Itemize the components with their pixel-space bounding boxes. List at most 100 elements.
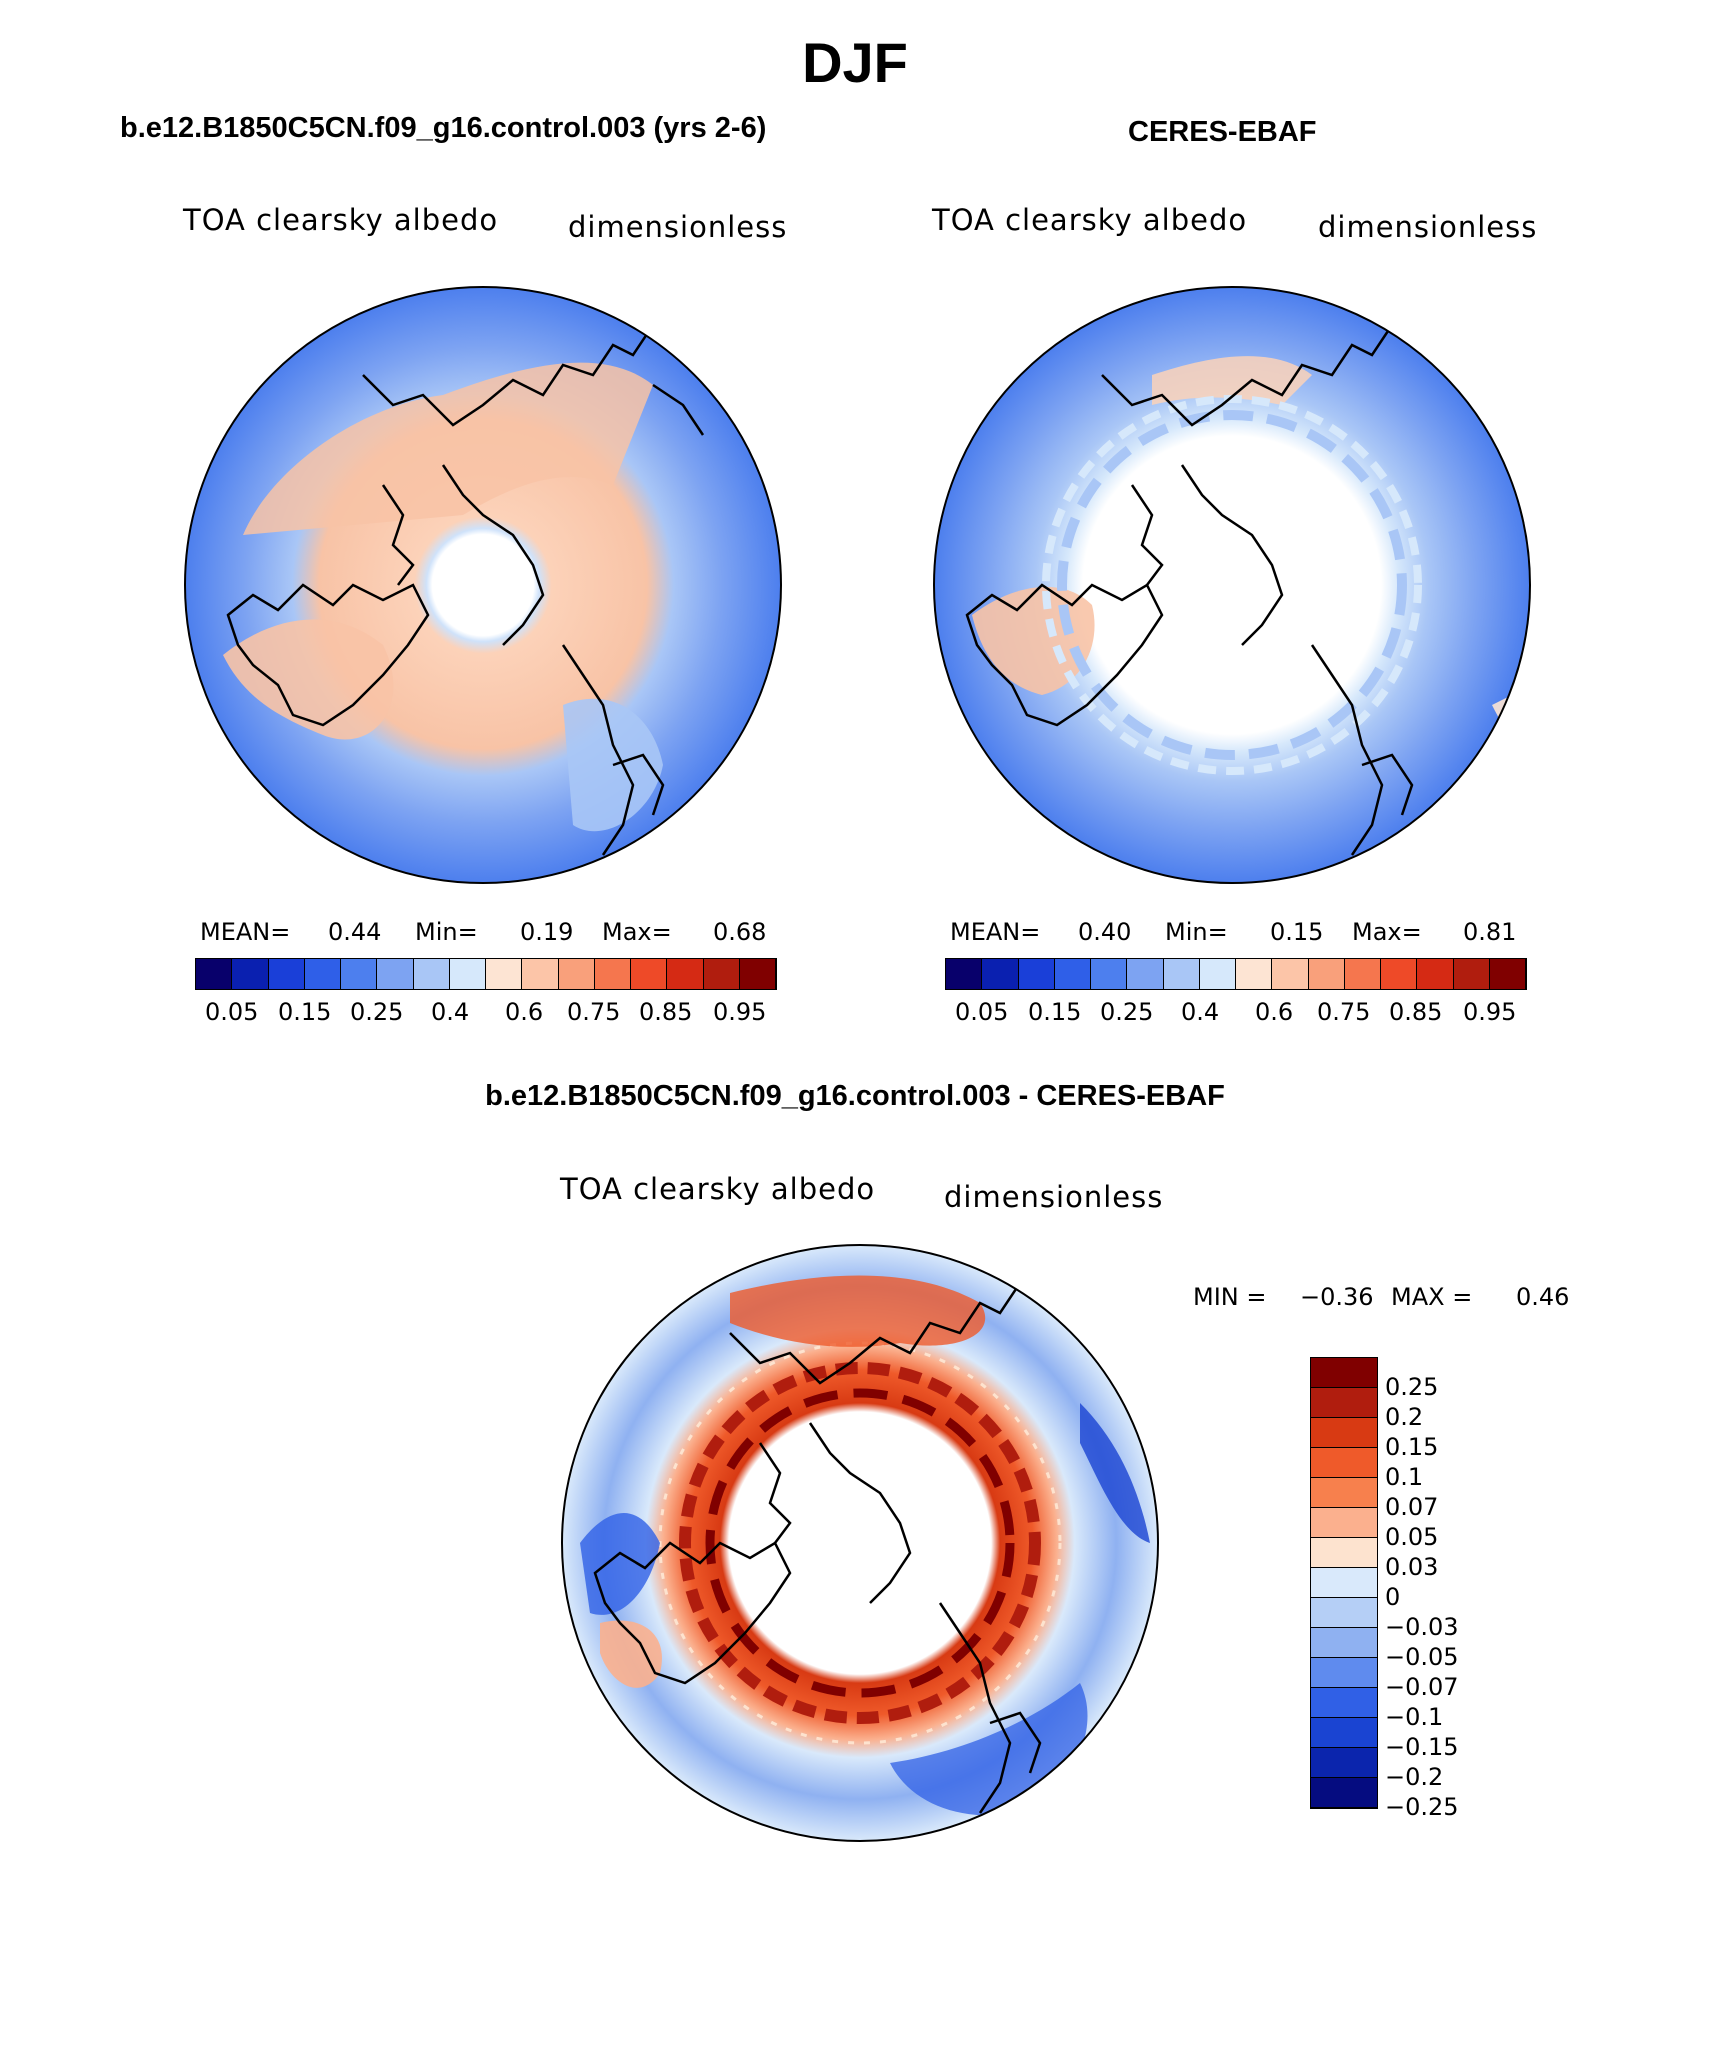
colorbar-label: −0.25 bbox=[1385, 1793, 1459, 1821]
colorbar-swatch bbox=[594, 959, 631, 989]
panel-model-polar-map bbox=[184, 286, 782, 884]
colorbar-swatch bbox=[1311, 1448, 1377, 1478]
colorbar-swatch bbox=[449, 959, 486, 989]
min-value: −0.36 bbox=[1300, 1283, 1374, 1311]
colorbar-label: −0.05 bbox=[1385, 1643, 1459, 1671]
colorbar-label: 0.15 bbox=[1028, 998, 1082, 1026]
colorbar-swatch bbox=[268, 959, 305, 989]
colorbar-swatch bbox=[1018, 959, 1055, 989]
colorbar-swatch bbox=[1311, 1598, 1377, 1628]
colorbar-swatch bbox=[413, 959, 450, 989]
colorbar-swatch bbox=[1489, 959, 1526, 989]
colorbar-swatch bbox=[946, 959, 983, 989]
colorbar-swatch bbox=[1272, 959, 1309, 989]
colorbar-label: 0.85 bbox=[1389, 998, 1443, 1026]
colorbar-label: −0.07 bbox=[1385, 1673, 1459, 1701]
colorbar-swatch bbox=[1381, 959, 1418, 989]
colorbar-swatch bbox=[486, 959, 523, 989]
colorbar-label: 0.25 bbox=[1385, 1373, 1439, 1401]
colorbar-swatch bbox=[1311, 1388, 1377, 1418]
max-label: Max= bbox=[602, 918, 672, 946]
colorbar-swatch bbox=[982, 959, 1019, 989]
colorbar-label: 0.05 bbox=[955, 998, 1009, 1026]
colorbar-label: 0.95 bbox=[1463, 998, 1517, 1026]
colorbar-swatch bbox=[1091, 959, 1128, 989]
colorbar-swatch bbox=[1417, 959, 1454, 989]
colorbar-label: 0.25 bbox=[1100, 998, 1154, 1026]
difference-heading: b.e12.B1850C5CN.f09_g16.control.003 - CE… bbox=[485, 1080, 1225, 1112]
min-label: Min= bbox=[1165, 918, 1228, 946]
colorbar-label: 0.2 bbox=[1385, 1403, 1424, 1431]
difference-units: dimensionless bbox=[944, 1180, 1164, 1214]
colorbar-swatch bbox=[739, 959, 776, 989]
difference-polar-map bbox=[561, 1244, 1159, 1842]
colorbar-swatch bbox=[1311, 1358, 1377, 1388]
colorbar-swatch bbox=[1453, 959, 1490, 989]
colorbar-label: 0.75 bbox=[567, 998, 621, 1026]
colorbar-label: −0.1 bbox=[1385, 1703, 1444, 1731]
colorbar-label: 0.85 bbox=[639, 998, 693, 1026]
colorbar-label: 0.15 bbox=[278, 998, 332, 1026]
colorbar-swatch bbox=[377, 959, 414, 989]
colorbar-swatch bbox=[341, 959, 378, 989]
colorbar-swatch bbox=[232, 959, 269, 989]
panel-obs-colorbar bbox=[945, 958, 1527, 990]
colorbar-swatch bbox=[1311, 1628, 1377, 1658]
colorbar-swatch bbox=[1163, 959, 1200, 989]
colorbar-label: −0.2 bbox=[1385, 1763, 1444, 1791]
panel-model-heading: b.e12.B1850C5CN.f09_g16.control.003 (yrs… bbox=[120, 112, 767, 144]
colorbar-label: −0.03 bbox=[1385, 1613, 1459, 1641]
colorbar-label: 0.95 bbox=[713, 998, 767, 1026]
difference-colorbar-labels: 0.25 0.2 0.15 0.1 0.07 0.05 0.03 0 −0.03 −0.05 −0.… bbox=[1385, 1357, 1505, 1821]
mean-value: 0.40 bbox=[1078, 918, 1132, 946]
panel-model-variable: TOA clearsky albedo bbox=[183, 203, 499, 237]
colorbar-label: 0.6 bbox=[505, 998, 544, 1026]
colorbar-swatch bbox=[1308, 959, 1345, 989]
colorbar-swatch bbox=[703, 959, 740, 989]
colorbar-swatch bbox=[304, 959, 341, 989]
max-value: 0.81 bbox=[1463, 918, 1517, 946]
colorbar-swatch bbox=[1054, 959, 1091, 989]
panel-obs-colorbar-labels: 0.05 0.15 0.25 0.4 0.6 0.75 0.85 0.95 bbox=[945, 998, 1525, 1028]
panel-obs-variable: TOA clearsky albedo bbox=[932, 203, 1248, 237]
colorbar-label: 0.03 bbox=[1385, 1553, 1439, 1581]
colorbar-label: −0.15 bbox=[1385, 1733, 1459, 1761]
colorbar-label: 0.4 bbox=[431, 998, 470, 1026]
panel-obs-polar-map bbox=[933, 286, 1531, 884]
colorbar-swatch bbox=[1236, 959, 1273, 989]
panel-model-colorbar-labels: 0.05 0.15 0.25 0.4 0.6 0.75 0.85 0.95 bbox=[195, 998, 775, 1028]
panel-obs-heading: CERES-EBAF bbox=[1128, 116, 1317, 148]
max-value: 0.68 bbox=[713, 918, 767, 946]
colorbar-swatch bbox=[1311, 1778, 1377, 1808]
min-value: 0.15 bbox=[1270, 918, 1324, 946]
colorbar-swatch bbox=[1311, 1718, 1377, 1748]
min-value: 0.19 bbox=[520, 918, 574, 946]
colorbar-swatch bbox=[196, 959, 233, 989]
mean-value: 0.44 bbox=[328, 918, 382, 946]
panel-model-colorbar bbox=[195, 958, 777, 990]
mean-label: MEAN= bbox=[950, 918, 1041, 946]
max-value: 0.46 bbox=[1516, 1283, 1570, 1311]
panel-model-units: dimensionless bbox=[568, 210, 788, 244]
colorbar-label: 0 bbox=[1385, 1583, 1401, 1611]
colorbar-swatch bbox=[667, 959, 704, 989]
colorbar-label: 0.15 bbox=[1385, 1433, 1439, 1461]
colorbar-swatch bbox=[522, 959, 559, 989]
colorbar-label: 0.05 bbox=[205, 998, 259, 1026]
colorbar-swatch bbox=[1311, 1418, 1377, 1448]
panel-obs-units: dimensionless bbox=[1318, 210, 1538, 244]
colorbar-swatch bbox=[558, 959, 595, 989]
colorbar-label: 0.75 bbox=[1317, 998, 1371, 1026]
colorbar-swatch bbox=[1311, 1478, 1377, 1508]
colorbar-swatch bbox=[631, 959, 668, 989]
colorbar-swatch bbox=[1311, 1538, 1377, 1568]
colorbar-label: 0.05 bbox=[1385, 1523, 1439, 1551]
colorbar-swatch bbox=[1199, 959, 1236, 989]
min-label: Min= bbox=[415, 918, 478, 946]
page-title: DJF bbox=[802, 31, 908, 94]
colorbar-label: 0.4 bbox=[1181, 998, 1220, 1026]
max-label: Max= bbox=[1352, 918, 1422, 946]
max-label: MAX = bbox=[1391, 1283, 1473, 1311]
colorbar-swatch bbox=[1311, 1508, 1377, 1538]
colorbar-swatch bbox=[1311, 1748, 1377, 1778]
